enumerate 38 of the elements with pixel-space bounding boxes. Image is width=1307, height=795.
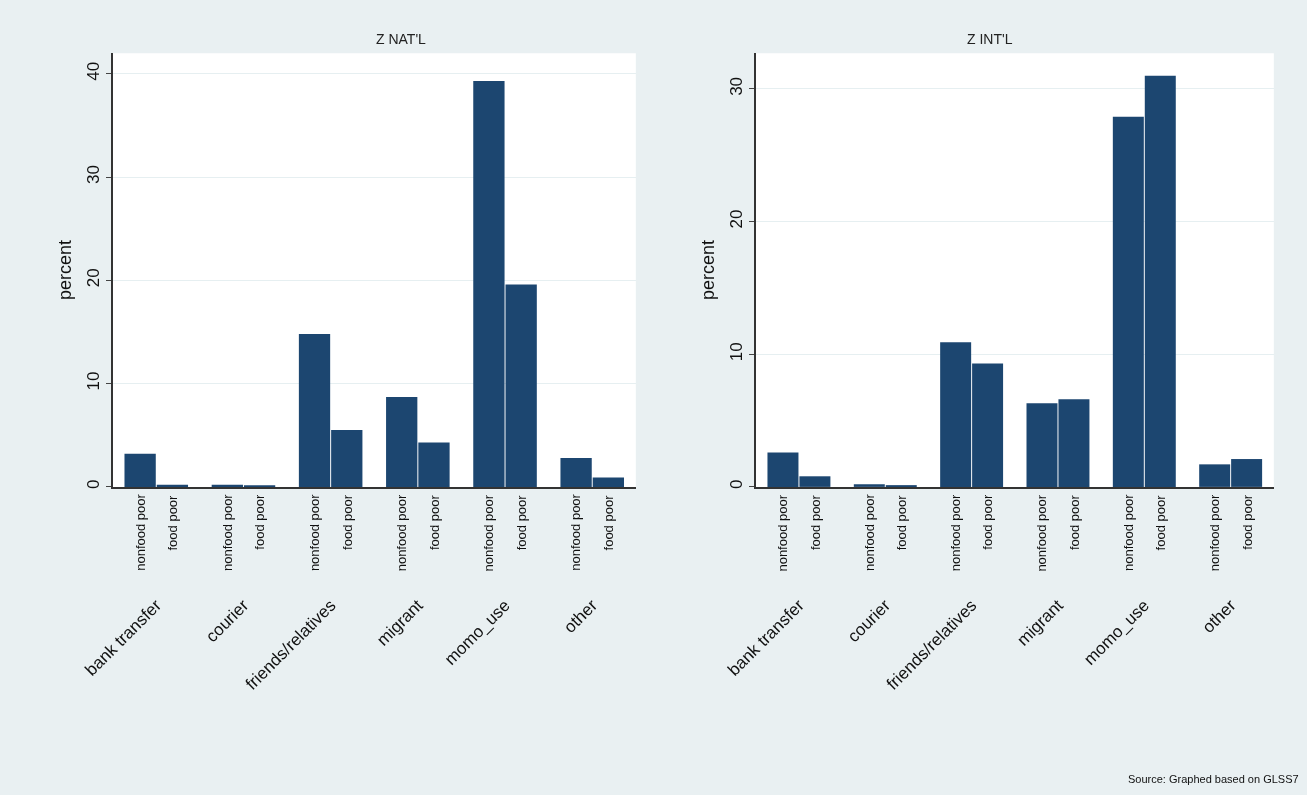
text: food poor [1066, 495, 1082, 551]
text: food poor [165, 495, 181, 551]
text: nonfood poor [219, 494, 235, 571]
chart-title: Z NAT'L [376, 31, 427, 47]
text: nonfood poor [132, 494, 148, 571]
source-note: Source: Graphed based on GLSS7 [1128, 773, 1299, 785]
y-axis-title: percent [697, 239, 718, 301]
text: food poor [252, 494, 268, 550]
text: nonfood poor [948, 494, 964, 572]
y-tick-label: 10 [727, 342, 747, 362]
y-tick-label: 40 [84, 61, 104, 81]
text: food poor [1239, 494, 1255, 550]
text: food poor [514, 495, 530, 551]
text: nonfood poor [1120, 494, 1136, 571]
y-tick-label: 20 [84, 268, 104, 288]
y-tick-label: 0 [727, 479, 747, 490]
text: nonfood poor [1207, 494, 1223, 572]
text: food poor [1153, 495, 1169, 551]
text: nonfood poor [568, 493, 584, 571]
y-tick-label: 0 [84, 479, 104, 490]
text: food poor [894, 495, 910, 551]
text: food poor [426, 495, 442, 551]
text: nonfood poor [481, 494, 497, 572]
y-tick-label: 30 [727, 76, 747, 96]
text: nonfood poor [394, 494, 410, 572]
text: food poor [980, 494, 996, 550]
text: food poor [339, 494, 355, 550]
text: nonfood poor [775, 494, 791, 572]
y-axis-title: percent [54, 239, 75, 301]
y-tick-label: 30 [84, 165, 104, 184]
text: food poor [807, 495, 823, 551]
text: nonfood poor [306, 494, 322, 572]
text: food poor [601, 495, 617, 551]
text: nonfood poor [1034, 494, 1050, 572]
text: nonfood poor [861, 493, 877, 571]
y-tick-label: 10 [84, 371, 104, 391]
y-tick-label: 20 [727, 209, 747, 229]
chart-title: Z INT'L [967, 31, 1013, 47]
